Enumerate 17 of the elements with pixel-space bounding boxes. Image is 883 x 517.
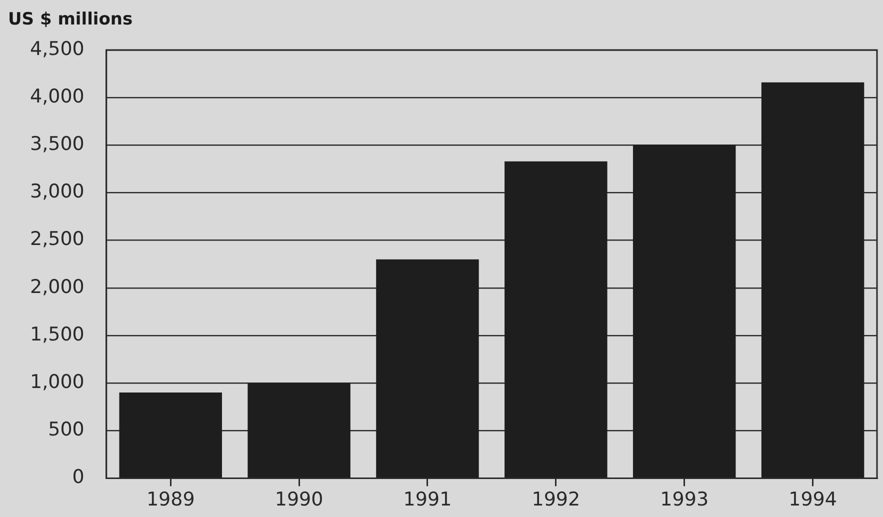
y-tick-label: 0 (72, 466, 84, 488)
y-tick-label: 3,500 (30, 133, 84, 156)
x-tick-label: 1993 (660, 488, 709, 511)
x-tick-label: 1990 (274, 488, 324, 511)
y-tick-label: 4,000 (30, 86, 84, 108)
y-tick-label: 4,500 (30, 38, 84, 60)
x-tick-label: 1992 (532, 488, 580, 511)
x-tick-label: 1991 (403, 488, 452, 511)
y-tick-label: 3,000 (30, 180, 84, 203)
y-tick-label: 2,500 (30, 228, 84, 250)
y-tick-label: 2,000 (30, 276, 84, 298)
y-tick-label: 1,500 (30, 323, 84, 346)
x-tick-label: 1994 (788, 488, 837, 511)
y-tick-label: 500 (48, 418, 84, 441)
x-tick-label: 1989 (146, 488, 195, 511)
y-axis-title: US $ millions (8, 9, 133, 30)
y-tick-label: 1,000 (30, 370, 84, 393)
